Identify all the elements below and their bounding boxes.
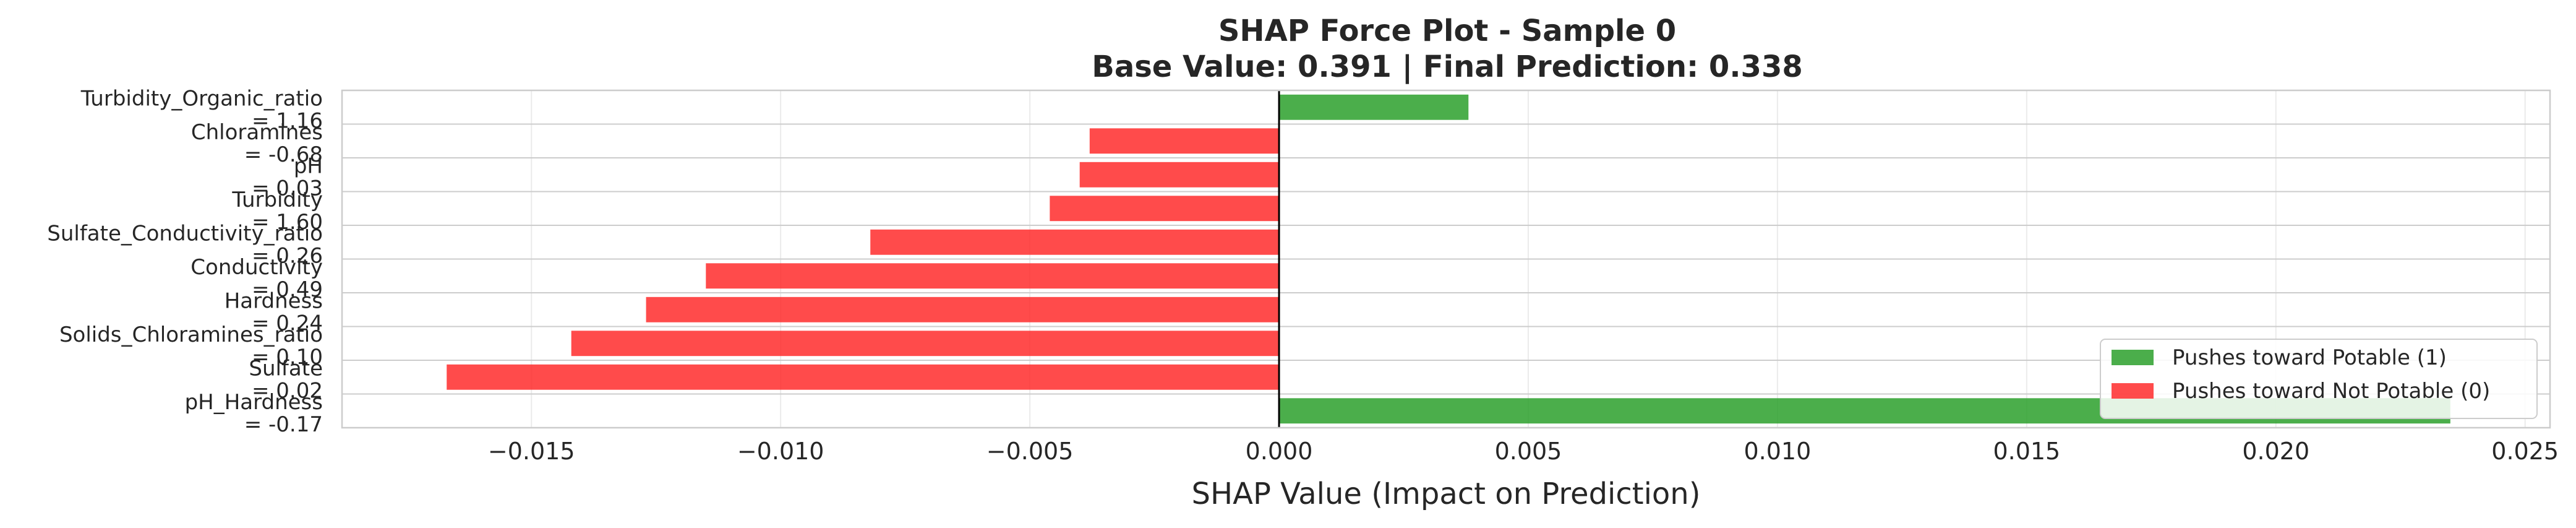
x-tick-label: −0.005: [986, 438, 1074, 465]
x-tick-label: 0.000: [1246, 438, 1313, 465]
chart-title-line1: SHAP Force Plot - Sample 0: [1218, 14, 1676, 48]
bar: [1050, 196, 1280, 222]
legend-swatch-not-potable: [2112, 383, 2154, 399]
chart-title-line2: Base Value: 0.391 | Final Prediction: 0.…: [1092, 50, 1803, 84]
y-tick-label-name: Solids_Chloramines_ratio: [59, 322, 323, 347]
y-tick-label-value: = 1.16: [252, 108, 323, 133]
legend: Pushes toward Potable (1) Pushes toward …: [2100, 339, 2538, 419]
bar: [571, 331, 1280, 357]
bar: [706, 263, 1280, 289]
legend-swatch-potable: [2112, 350, 2154, 365]
x-tick-label: 0.005: [1495, 438, 1562, 465]
y-tick-label-value: = -0.68: [244, 142, 323, 167]
x-axis-label: SHAP Value (Impact on Prediction): [1192, 477, 1701, 511]
bar: [646, 296, 1280, 322]
y-tick-label-name: Sulfate_Conductivity_ratio: [47, 221, 323, 246]
y-tick-label-name: Turbidity: [231, 188, 323, 212]
y-tick-label-value: = 0.24: [252, 311, 323, 335]
y-tick-label-name: Conductivity: [190, 255, 323, 280]
plot-frame: [341, 89, 2551, 429]
y-tick-label-value: = 1.60: [252, 210, 323, 235]
legend-label-not-potable: Pushes toward Not Potable (0): [2172, 379, 2490, 404]
y-tick-labels: Turbidity_Organic_ratio= 1.16Chloramines…: [47, 86, 323, 437]
bar: [870, 229, 1280, 255]
legend-label-potable: Pushes toward Potable (1): [2172, 345, 2447, 370]
y-tick-label-name: pH_Hardness: [185, 390, 323, 415]
y-tick-label-name: Chloramines: [191, 120, 323, 145]
y-tick-label-value: = -0.17: [244, 412, 323, 437]
row-separators: [342, 123, 2550, 395]
bar: [1079, 162, 1280, 188]
bar: [1089, 128, 1280, 154]
y-tick-label-name: Turbidity_Organic_ratio: [80, 86, 323, 111]
x-tick-label: 0.020: [2242, 438, 2309, 465]
y-tick-label-value: = 0.10: [252, 345, 323, 370]
x-tick-label: 0.015: [1993, 438, 2060, 465]
x-tick-label: 0.010: [1744, 438, 1812, 465]
y-tick-label-name: Hardness: [225, 288, 323, 313]
bar: [447, 364, 1280, 390]
y-tick-label-value: = 0.26: [252, 243, 323, 268]
x-tick-labels: −0.015 −0.010 −0.005 0.000 0.005 0.010 0.015 0.…: [488, 438, 2559, 465]
legend-box: [2100, 339, 2538, 419]
x-tick-label: −0.015: [488, 438, 575, 465]
y-tick-label-name: Sulfate: [249, 356, 323, 381]
y-tick-label-value: = 0.49: [252, 277, 323, 302]
y-tick-label-value: = 0.02: [252, 378, 323, 403]
x-tick-label: −0.010: [737, 438, 824, 465]
bar: [1279, 94, 1469, 120]
y-tick-label-value: = 0.03: [252, 176, 323, 201]
x-tick-label: 0.025: [2491, 438, 2559, 465]
y-tick-label-name: pH: [294, 154, 323, 178]
